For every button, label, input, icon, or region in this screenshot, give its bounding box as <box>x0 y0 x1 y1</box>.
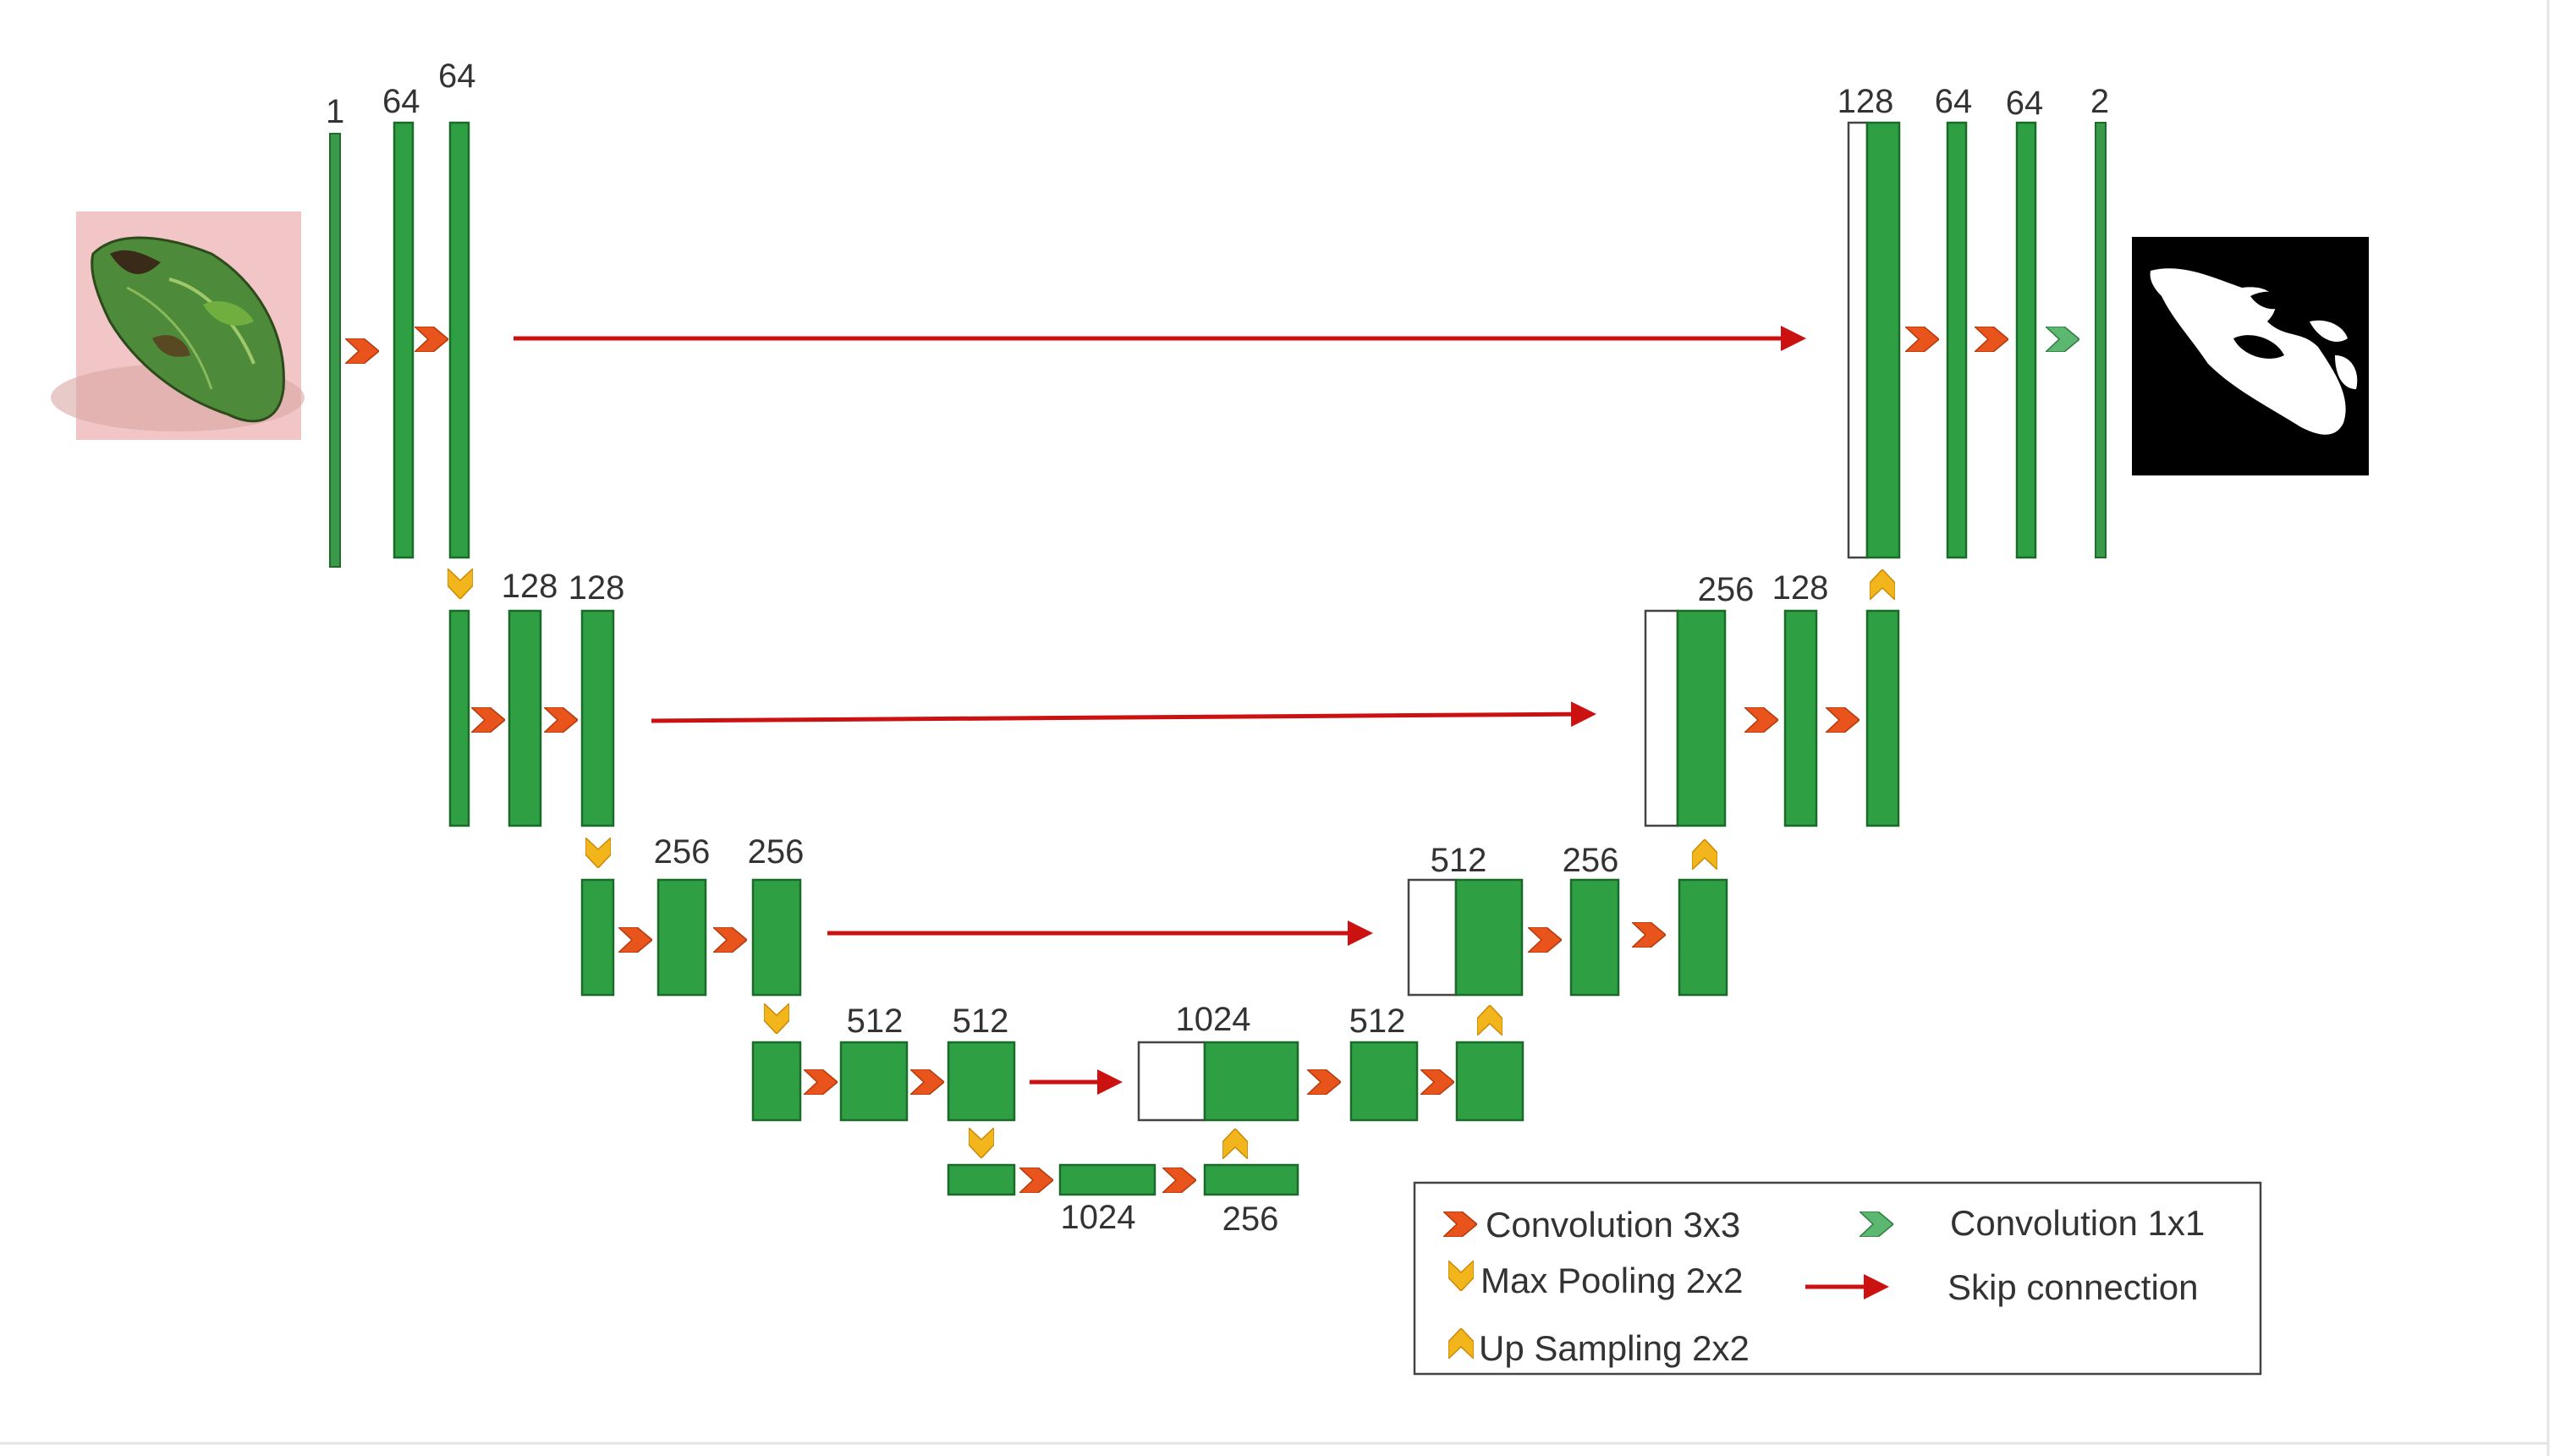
bottleneck-label-2: 256 <box>1222 1201 1279 1238</box>
l1-dec-block-4 <box>2095 122 2107 558</box>
l2-dec-block-2 <box>1783 609 1818 827</box>
legend-box <box>1413 1181 2262 1376</box>
l1-enc-label-3: 64 <box>438 58 476 95</box>
l2-dec-conv3x3-icon-1 <box>1744 707 1778 733</box>
l1-dec-block-3 <box>2015 121 2037 559</box>
l1-dec-label-4: 2 <box>2090 83 2109 120</box>
l2-dec-concat-block <box>1644 609 1679 827</box>
l1-dec-label-3: 64 <box>2006 85 2044 122</box>
l1-conv1x1-icon <box>2046 327 2079 352</box>
l1-upsample-icon <box>1870 569 1895 600</box>
l2-conv3x3-icon-2 <box>544 707 578 733</box>
bottleneck-conv3x3-icon-2 <box>1162 1168 1196 1193</box>
legend-conv3x3-label: Convolution 3x3 <box>1486 1205 1740 1244</box>
l1-dec-conv3x3-icon-1 <box>1905 327 1939 352</box>
l1-enc-block-1 <box>329 133 341 568</box>
bottleneck-label-1: 1024 <box>1061 1199 1136 1236</box>
l3-dec-block-3 <box>1678 878 1728 997</box>
l4-dec-conv3x3-icon-2 <box>1420 1069 1454 1095</box>
l3-dec-label-2: 256 <box>1563 842 1619 879</box>
l3-maxpool-icon <box>764 1003 789 1034</box>
l4-dec-block-1 <box>1203 1041 1299 1122</box>
l3-enc-block-3 <box>751 878 802 997</box>
l3-enc-label-2: 256 <box>748 833 805 871</box>
output-segmentation-mask <box>2132 237 2369 475</box>
l3-enc-block-1 <box>580 878 615 997</box>
bottleneck-block-1 <box>947 1163 1016 1196</box>
legend-skip-label: Skip connection <box>1947 1267 2199 1307</box>
l4-conv3x3-icon-2 <box>910 1069 944 1095</box>
l1-maxpool-icon <box>448 569 473 599</box>
l2-dec-label-2: 128 <box>1772 569 1829 607</box>
l1-dec-block-2 <box>1946 121 1968 559</box>
input-leaf-image <box>51 212 305 440</box>
l2-dec-block-1 <box>1676 609 1727 827</box>
l2-upsample-icon <box>1692 839 1717 870</box>
l1-dec-concat-block <box>1847 121 1869 559</box>
l3-dec-block-1 <box>1454 878 1524 997</box>
l4-enc-block-1 <box>751 1041 802 1122</box>
l2-enc-block-2 <box>508 609 542 827</box>
l3-dec-concat-block <box>1407 878 1458 997</box>
l4-dec-block-3 <box>1455 1041 1524 1122</box>
l1-conv3x3-icon-1 <box>345 338 379 364</box>
l4-conv3x3-icon-1 <box>804 1069 838 1095</box>
l4-dec-label-1: 1024 <box>1176 1001 1251 1038</box>
l1-enc-label-1: 1 <box>326 93 344 130</box>
l1-enc-block-3 <box>448 121 470 559</box>
l4-dec-block-2 <box>1349 1041 1419 1122</box>
l4-upsample-icon <box>1222 1129 1248 1159</box>
l4-enc-block-3 <box>947 1041 1016 1122</box>
l4-dec-conv3x3-icon-1 <box>1307 1069 1341 1095</box>
l2-dec-conv3x3-icon-2 <box>1826 707 1860 733</box>
l3-dec-conv3x3-icon-1 <box>1528 927 1562 953</box>
l2-dec-block-3 <box>1865 609 1900 827</box>
l1-enc-label-2: 64 <box>382 83 420 120</box>
bottleneck-block-3 <box>1203 1163 1299 1196</box>
l3-dec-conv3x3-icon-2 <box>1632 922 1666 948</box>
l3-dec-block-2 <box>1569 878 1620 997</box>
l4-enc-block-2 <box>839 1041 909 1122</box>
l3-conv3x3-icon-1 <box>618 927 652 953</box>
l2-enc-block-3 <box>580 609 615 827</box>
l3-upsample-icon <box>1477 1005 1502 1036</box>
l3-enc-block-2 <box>656 878 707 997</box>
l2-skip-arrow <box>651 701 1596 728</box>
l4-dec-label-2: 512 <box>1349 1003 1406 1040</box>
l2-enc-label-1: 128 <box>502 568 558 605</box>
l2-conv3x3-icon-1 <box>471 707 505 733</box>
l1-dec-conv3x3-icon-2 <box>1975 327 2008 352</box>
l3-dec-label-1: 512 <box>1431 842 1487 879</box>
l2-enc-label-2: 128 <box>569 569 625 607</box>
l2-dec-label-1: 256 <box>1698 571 1755 608</box>
l4-enc-label-1: 512 <box>847 1003 904 1040</box>
l2-maxpool-icon <box>585 838 611 868</box>
l1-dec-block-1 <box>1865 121 1901 559</box>
legend: Convolution 3x3 Convolution 1x1 Max Pool… <box>1413 1181 2262 1376</box>
l4-dec-concat-block <box>1137 1041 1206 1122</box>
legend-conv1x1-label: Convolution 1x1 <box>1950 1203 2205 1243</box>
bottleneck-conv3x3-icon-1 <box>1019 1168 1053 1193</box>
legend-maxpool-label: Max Pooling 2x2 <box>1481 1261 1744 1300</box>
bottleneck-block-2 <box>1058 1163 1156 1196</box>
l1-enc-block-2 <box>393 121 415 559</box>
l4-maxpool-icon <box>969 1128 994 1158</box>
l3-conv3x3-icon-2 <box>713 927 747 953</box>
l1-dec-label-1: 128 <box>1838 83 1894 120</box>
l3-enc-label-1: 256 <box>654 833 711 871</box>
l4-enc-label-2: 512 <box>953 1003 1009 1040</box>
l1-dec-label-2: 64 <box>1935 83 1973 120</box>
l1-conv3x3-icon-2 <box>415 327 448 352</box>
legend-upsample-label: Up Sampling 2x2 <box>1479 1328 1750 1368</box>
l2-enc-block-1 <box>448 609 470 827</box>
